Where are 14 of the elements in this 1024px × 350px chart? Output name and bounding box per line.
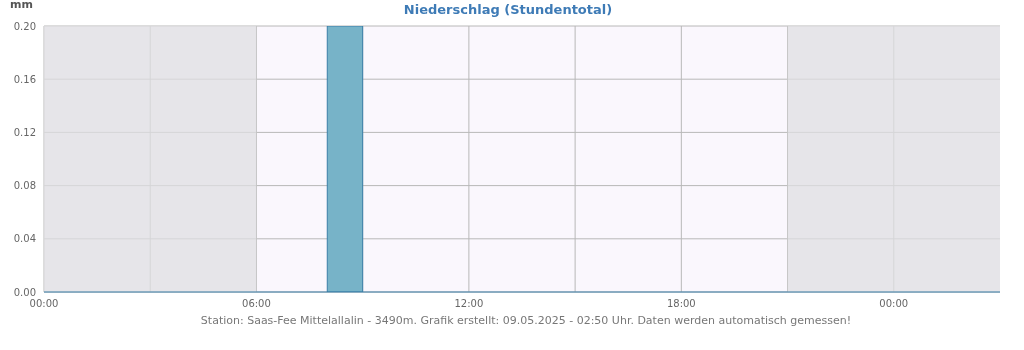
y-tick-label: 0.08	[13, 180, 36, 192]
chart-title: Niederschlag (Stundentotal)	[403, 2, 613, 17]
y-tick-label: 0.12	[13, 126, 36, 138]
y-tick-label: 0.20	[13, 20, 36, 32]
x-tick-label: 12:00	[454, 298, 484, 310]
x-tick-label: 00:00	[879, 298, 909, 310]
y-tick-label: 0.00	[13, 286, 36, 298]
x-tick-label: 00:00	[29, 298, 59, 310]
y-tick-label: 0.16	[13, 73, 36, 85]
y-axis-title: mm	[10, 0, 33, 11]
x-tick-label: 18:00	[666, 298, 696, 310]
y-tick-label: 0.04	[13, 233, 36, 245]
text: Station: Saas-Fee Mittelallalin - 3490m. Grafik erstellt: 09.05.2025 - 02:50 Uhr. Daten werden automatisch gemessen!	[199, 314, 853, 327]
x-tick-label: 06:00	[242, 298, 271, 310]
